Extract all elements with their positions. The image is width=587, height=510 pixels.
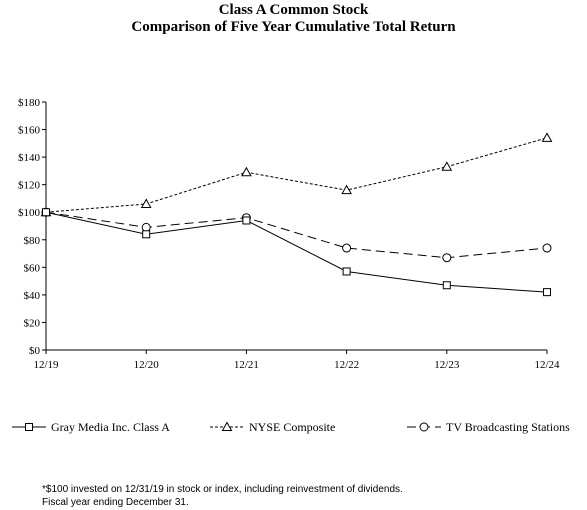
y-tick-label: $0	[29, 345, 41, 357]
series-line-circle	[45, 211, 548, 259]
data-point-square	[442, 281, 451, 290]
chart-title: Class A Common Stock	[218, 2, 369, 18]
footnote-investment: *$100 invested on 12/31/19 in stock or i…	[42, 484, 403, 495]
x-tick-label: 12/20	[134, 359, 160, 371]
legend-marker-circle	[419, 422, 429, 432]
series-line-triangle	[45, 137, 548, 213]
data-point-circle	[542, 243, 552, 253]
x-tick-label: 12/23	[434, 359, 460, 371]
y-tick-label: $60	[24, 262, 41, 274]
legend-label: Gray Media Inc. Class A	[51, 420, 170, 434]
x-tick-label: 12/19	[33, 359, 59, 371]
x-tick-label: 12/24	[534, 359, 560, 371]
data-point-triangle	[241, 166, 252, 177]
data-point-triangle	[441, 161, 453, 171]
legend-marker-square	[25, 423, 33, 431]
series-line-square	[45, 211, 548, 293]
footnote-fiscal-year: Fiscal year ending December 31.	[42, 497, 189, 508]
data-point-triangle	[341, 184, 352, 195]
legend-label: TV Broadcasting Stations	[446, 420, 570, 434]
legend-marker-triangle	[221, 421, 233, 431]
y-tick-label: $140	[18, 152, 41, 164]
data-point-square	[342, 267, 351, 276]
data-point-square	[42, 208, 50, 217]
data-point-circle	[141, 222, 151, 232]
y-tick-label: $40	[24, 290, 41, 302]
data-point-triangle	[541, 132, 553, 142]
chart-subtitle: Comparison of Five Year Cumulative Total…	[131, 19, 456, 35]
x-tick-label: 12/22	[334, 359, 359, 371]
data-point-square	[543, 288, 551, 297]
y-tick-label: $80	[24, 235, 41, 247]
data-point-square	[242, 216, 251, 225]
y-tick-label: $160	[18, 125, 41, 137]
y-tick-label: $180	[18, 97, 41, 109]
y-tick-label: $120	[18, 180, 41, 192]
data-point-circle	[442, 253, 452, 263]
y-tick-label: $20	[24, 317, 41, 329]
y-tick-label: $100	[18, 207, 41, 219]
data-point-square	[142, 230, 151, 239]
data-point-triangle	[140, 198, 152, 208]
line-chart: $0 $20 $40 $60 $80 $100 $120 $140 $160 $180 12/19 1…	[12, 97, 570, 434]
data-point-circle	[342, 243, 352, 253]
legend-label: NYSE Composite	[249, 420, 335, 434]
x-tick-label: 12/21	[234, 359, 259, 371]
